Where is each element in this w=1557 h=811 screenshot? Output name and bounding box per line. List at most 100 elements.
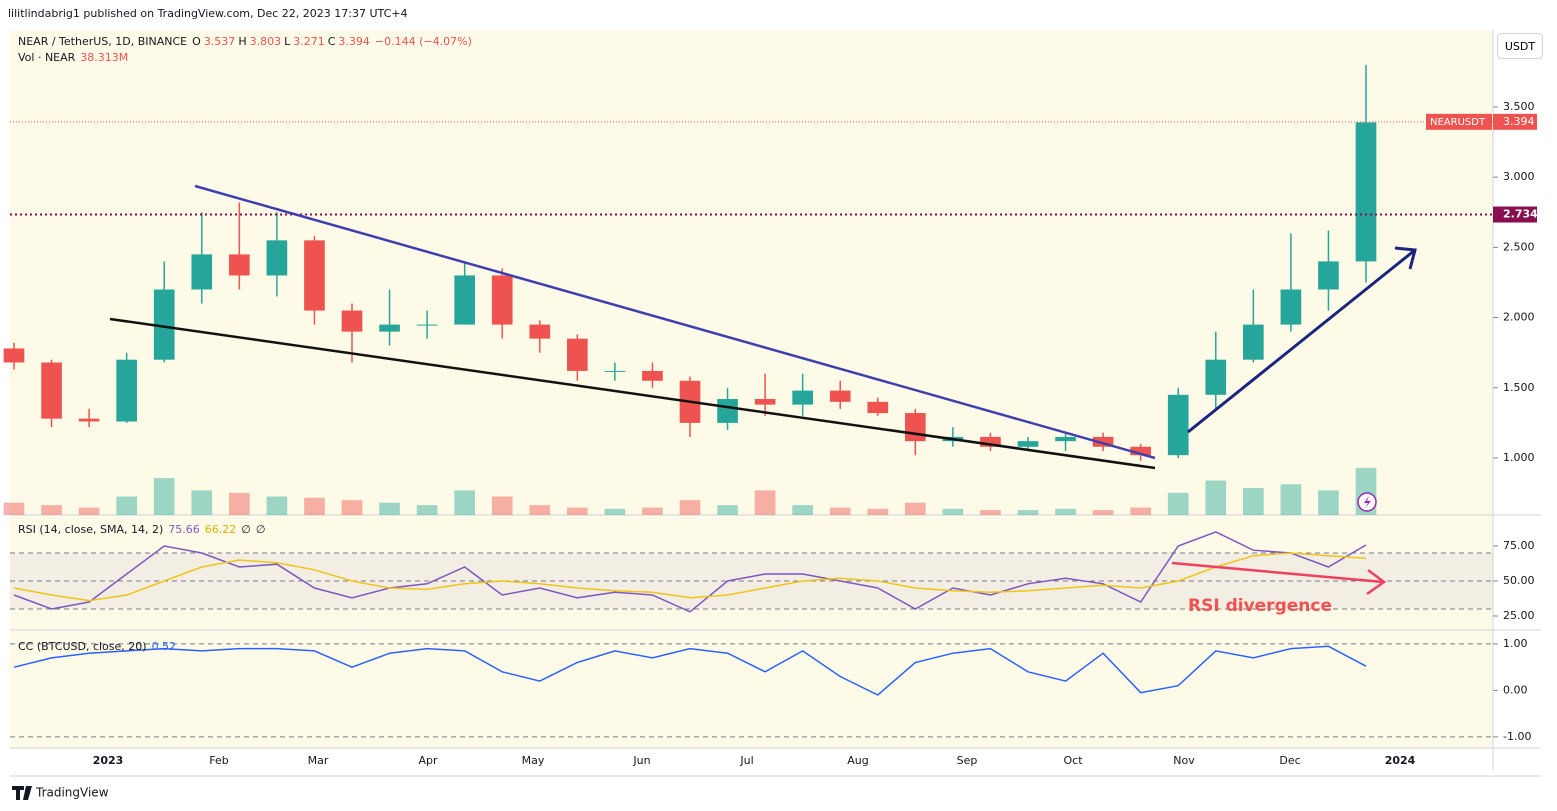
candle-body	[229, 254, 250, 276]
x-tick-label: Feb	[209, 754, 228, 767]
candle-body	[491, 275, 513, 325]
ohlc-value: 3.803	[249, 35, 282, 48]
candle-body	[78, 418, 100, 422]
candle-body	[1130, 446, 1151, 456]
volume-legend: Vol · NEAR 38.313M	[18, 51, 128, 64]
candle-body	[341, 310, 363, 332]
x-tick-label: 2024	[1385, 754, 1416, 767]
candle-body	[754, 399, 776, 405]
volume-bar	[642, 507, 663, 515]
x-tick-label: Oct	[1063, 754, 1083, 767]
volume-bar	[1243, 487, 1264, 515]
volume-bar	[679, 500, 701, 515]
volume-bar	[41, 505, 62, 515]
trend-arrow	[1187, 248, 1416, 434]
y-tick-label: 1.000	[1503, 451, 1535, 464]
ohlc-value: 3.271	[293, 35, 325, 48]
y-tick-label: 2.000	[1503, 311, 1535, 324]
volume-bar	[116, 496, 137, 515]
volume-bar	[78, 507, 100, 515]
volume-bar	[1017, 510, 1039, 515]
candle-body	[1205, 359, 1227, 395]
x-tick-label: Dec	[1279, 754, 1300, 767]
volume-bar	[1318, 490, 1339, 515]
currency-button[interactable]: USDT	[1497, 33, 1543, 59]
line-series	[13, 531, 1367, 613]
volume-bar	[604, 508, 626, 515]
candle-body	[567, 338, 588, 371]
candle-body	[1355, 122, 1377, 262]
volume-bar	[416, 505, 438, 515]
y-tick-label: 1.500	[1503, 381, 1535, 394]
ohlc-key: L	[284, 35, 291, 48]
candle-body	[529, 324, 551, 339]
candle-body	[1318, 261, 1339, 290]
y-tick-label: 75.00	[1503, 539, 1535, 552]
ohlc-key: O	[192, 35, 201, 48]
x-tick-label: Nov	[1173, 754, 1195, 767]
candle-body	[1092, 436, 1114, 447]
divergence-arrow	[1171, 561, 1384, 584]
y-tick-label: 25.00	[1503, 609, 1535, 622]
ohlc-value: 3.394	[338, 35, 370, 48]
volume-bar	[1280, 484, 1302, 515]
volume-bar	[905, 502, 926, 515]
candle-body	[454, 275, 475, 325]
volume-bar	[491, 496, 513, 515]
x-tick-label: Jun	[632, 754, 650, 767]
x-tick-label: Apr	[418, 754, 438, 767]
volume-title: Vol · NEAR	[18, 51, 76, 64]
candle-body	[1055, 436, 1076, 442]
y-tick-label: 50.00	[1503, 574, 1535, 587]
candle-body	[116, 359, 137, 422]
line-series	[13, 645, 1367, 696]
level-label: 2.734	[1503, 208, 1538, 221]
volume-bar	[717, 505, 738, 515]
x-tick-label: Aug	[847, 754, 868, 767]
cc-title: CC (BTCUSD, close, 20)	[18, 640, 147, 653]
cc-legend: CC (BTCUSD, close, 20) 0.52	[18, 640, 176, 653]
x-tick-label: 2023	[93, 754, 124, 767]
candle-body	[1280, 289, 1302, 325]
volume-bar	[867, 508, 889, 515]
candle-body	[1017, 441, 1039, 447]
candle-body	[829, 390, 851, 402]
candle-body	[604, 370, 626, 372]
ohlc: O 3.537 H 3.803 L 3.271 C 3.394	[192, 35, 370, 48]
rsi-title: RSI (14, close, SMA, 14, 2)	[18, 523, 164, 536]
y-tick-label: 3.500	[1503, 100, 1535, 113]
last-price-name-tag	[1426, 113, 1492, 130]
change: −0.144 (−4.07%)	[374, 35, 472, 48]
last-price-label: 3.394	[1503, 115, 1535, 128]
y-tick-label: -1.00	[1503, 730, 1531, 743]
rsi-na: ∅	[255, 523, 266, 536]
volume-bar	[153, 478, 175, 515]
candle-body	[717, 399, 738, 423]
published: lilitlindabrig1 published on TradingView…	[8, 7, 408, 20]
x-tick-label: Mar	[308, 754, 329, 767]
candle-body	[980, 436, 1001, 447]
candle-body	[642, 370, 663, 381]
candle-body	[153, 289, 175, 360]
candle-body	[1167, 394, 1189, 456]
candle-body	[416, 324, 438, 326]
volume-bar	[3, 502, 25, 515]
rsi-na: ∅	[241, 523, 251, 536]
volume-bar	[1055, 508, 1076, 515]
candle-body	[41, 362, 62, 419]
candle-body	[792, 390, 813, 405]
trend-line	[109, 317, 1156, 470]
logo	[12, 786, 32, 800]
cc-value: 0.52	[151, 640, 177, 653]
y-tick-label: 0.00	[1503, 683, 1528, 696]
line-series	[13, 552, 1367, 602]
level-tag	[1493, 206, 1537, 223]
volume-bar	[304, 497, 325, 515]
y-tick-label: 2.500	[1503, 240, 1535, 253]
volume-bar	[567, 507, 588, 515]
x-tick-label: Sep	[957, 754, 978, 767]
volume-bar	[942, 508, 964, 515]
candle-body	[1243, 324, 1264, 360]
